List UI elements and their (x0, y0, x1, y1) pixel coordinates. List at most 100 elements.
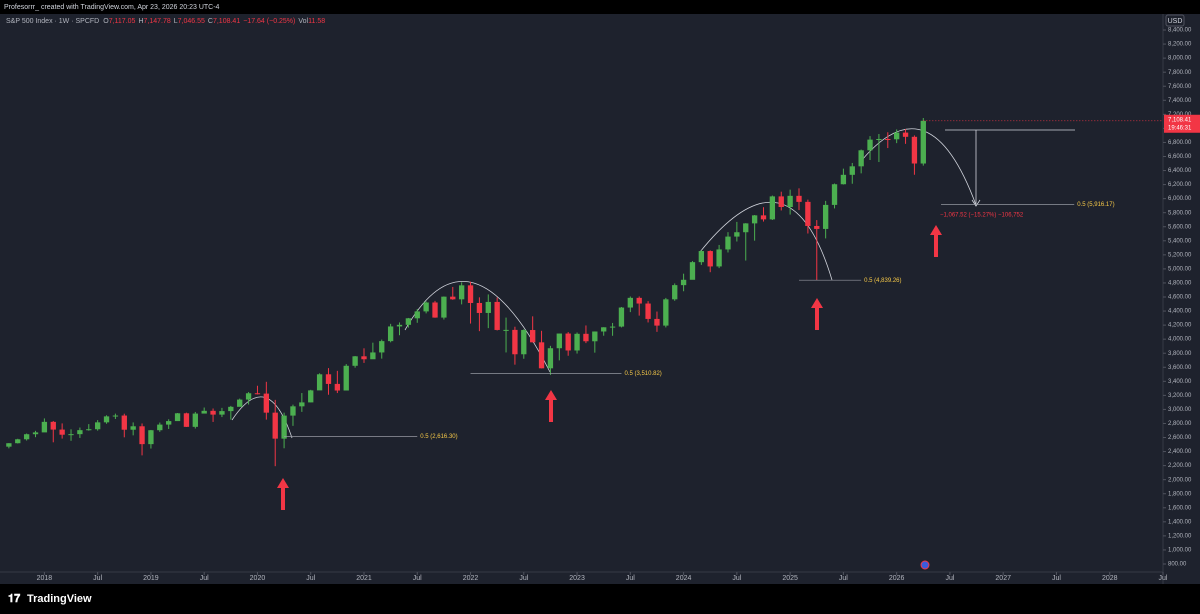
candle-body (885, 138, 891, 140)
candle-body (379, 341, 385, 353)
candle-body (432, 302, 438, 318)
symbol: S&P 500 Index · 1W · SPCFD (6, 18, 99, 25)
level-label: 0.5 (4,839.26) (864, 278, 901, 284)
candle-body (618, 307, 625, 327)
y-tick-label: 6,200.00 (1168, 182, 1192, 188)
y-tick-label: 1,400.00 (1168, 519, 1192, 525)
candle-body (494, 301, 500, 330)
candle-body (831, 184, 838, 205)
y-tick-label: 1,000.00 (1168, 548, 1192, 554)
candle-body (627, 297, 633, 308)
arrow (930, 225, 942, 257)
candle-body (503, 329, 509, 331)
candle-body (565, 333, 571, 351)
y-tick-label: 2,600.00 (1168, 435, 1192, 441)
x-tick-label: 2026 (889, 575, 905, 582)
candle-body (556, 333, 562, 349)
measure-label: −1,067.52 (−15.27%) −106,752 (940, 213, 1024, 219)
candle-body (796, 195, 802, 202)
legend-key: L (174, 18, 178, 25)
candle-body (743, 223, 749, 233)
candle-body (290, 406, 296, 416)
candle-body (299, 402, 305, 407)
candle-body (59, 429, 65, 435)
candle-body (68, 434, 74, 436)
candle-body (680, 279, 687, 286)
candle-body (467, 285, 474, 303)
candle-body (423, 302, 429, 312)
x-tick-label: 2019 (143, 575, 159, 582)
candle-body (512, 329, 518, 355)
x-tick-label: 2022 (463, 575, 479, 582)
x-tick-label: 2025 (782, 575, 798, 582)
y-tick-label: 1,600.00 (1168, 505, 1192, 511)
y-tick-label: 7,600.00 (1168, 84, 1192, 90)
candle-body (760, 215, 767, 220)
candle-body (902, 132, 909, 137)
y-tick-label: 3,200.00 (1168, 393, 1192, 399)
level-label: 0.5 (5,916.17) (1077, 202, 1114, 208)
x-tick-label: Jul (732, 575, 741, 582)
footer-logo: 𝟏𝟕 (8, 593, 21, 605)
arrow (545, 390, 557, 422)
x-tick-label: 2021 (356, 575, 372, 582)
event-flag (920, 560, 930, 570)
candle-body (94, 422, 101, 430)
candle-body (654, 318, 660, 326)
price-axis (1163, 14, 1200, 584)
candle-body (814, 225, 820, 229)
legend-value: 7,117.05 (109, 18, 136, 25)
y-tick-label: 800.00 (1168, 562, 1187, 568)
x-tick-label: 2028 (1102, 575, 1118, 582)
candle-body (130, 426, 136, 430)
candle-body (769, 196, 776, 220)
y-tick-label: 5,600.00 (1168, 224, 1192, 230)
candle-body (530, 330, 536, 343)
candle-body (23, 434, 30, 440)
candle-body (219, 411, 225, 415)
candle-body (183, 413, 190, 427)
y-tick-label: 6,000.00 (1168, 196, 1192, 202)
candle-body (361, 356, 367, 360)
y-tick-label: 7,400.00 (1168, 98, 1192, 104)
candle-body (734, 232, 740, 237)
x-tick-label: Jul (519, 575, 528, 582)
candle-body (538, 342, 545, 369)
candle-body (272, 412, 278, 439)
candle-body (547, 348, 554, 369)
y-tick-label: 6,600.00 (1168, 154, 1192, 160)
candle-body (663, 299, 669, 326)
candle-body (210, 410, 216, 415)
candle-body (174, 413, 181, 422)
y-tick-label: 2,200.00 (1168, 463, 1192, 469)
level-label: 0.5 (2,616.30) (420, 434, 457, 440)
y-tick-label: 8,000.00 (1168, 56, 1192, 62)
currency: USD (1168, 18, 1183, 25)
y-tick-label: 4,000.00 (1168, 337, 1192, 343)
candle-body (920, 120, 926, 164)
y-tick-label: 5,800.00 (1168, 210, 1192, 216)
candle-body (583, 333, 589, 342)
y-tick-label: 1,800.00 (1168, 491, 1192, 497)
currency-box (1165, 14, 1185, 27)
candle-body (441, 296, 447, 318)
x-tick-label: Jul (413, 575, 422, 582)
arrows (277, 225, 942, 510)
candle-body (867, 139, 873, 151)
candle-body (609, 326, 616, 328)
candle-body (805, 201, 811, 226)
candle-body (822, 204, 829, 229)
legend-value: 7,147.78 (144, 18, 171, 25)
x-tick-label: Jul (839, 575, 848, 582)
legend-key: O (103, 18, 109, 25)
candle-body (112, 415, 119, 417)
candle-body (77, 430, 83, 435)
y-tick-label: 5,200.00 (1168, 252, 1192, 258)
legend-value: 7,046.55 (178, 18, 205, 25)
x-tick-label: Jul (1159, 575, 1168, 582)
candle-body (334, 383, 341, 391)
candle-body (458, 285, 465, 300)
candle-body (370, 352, 376, 360)
